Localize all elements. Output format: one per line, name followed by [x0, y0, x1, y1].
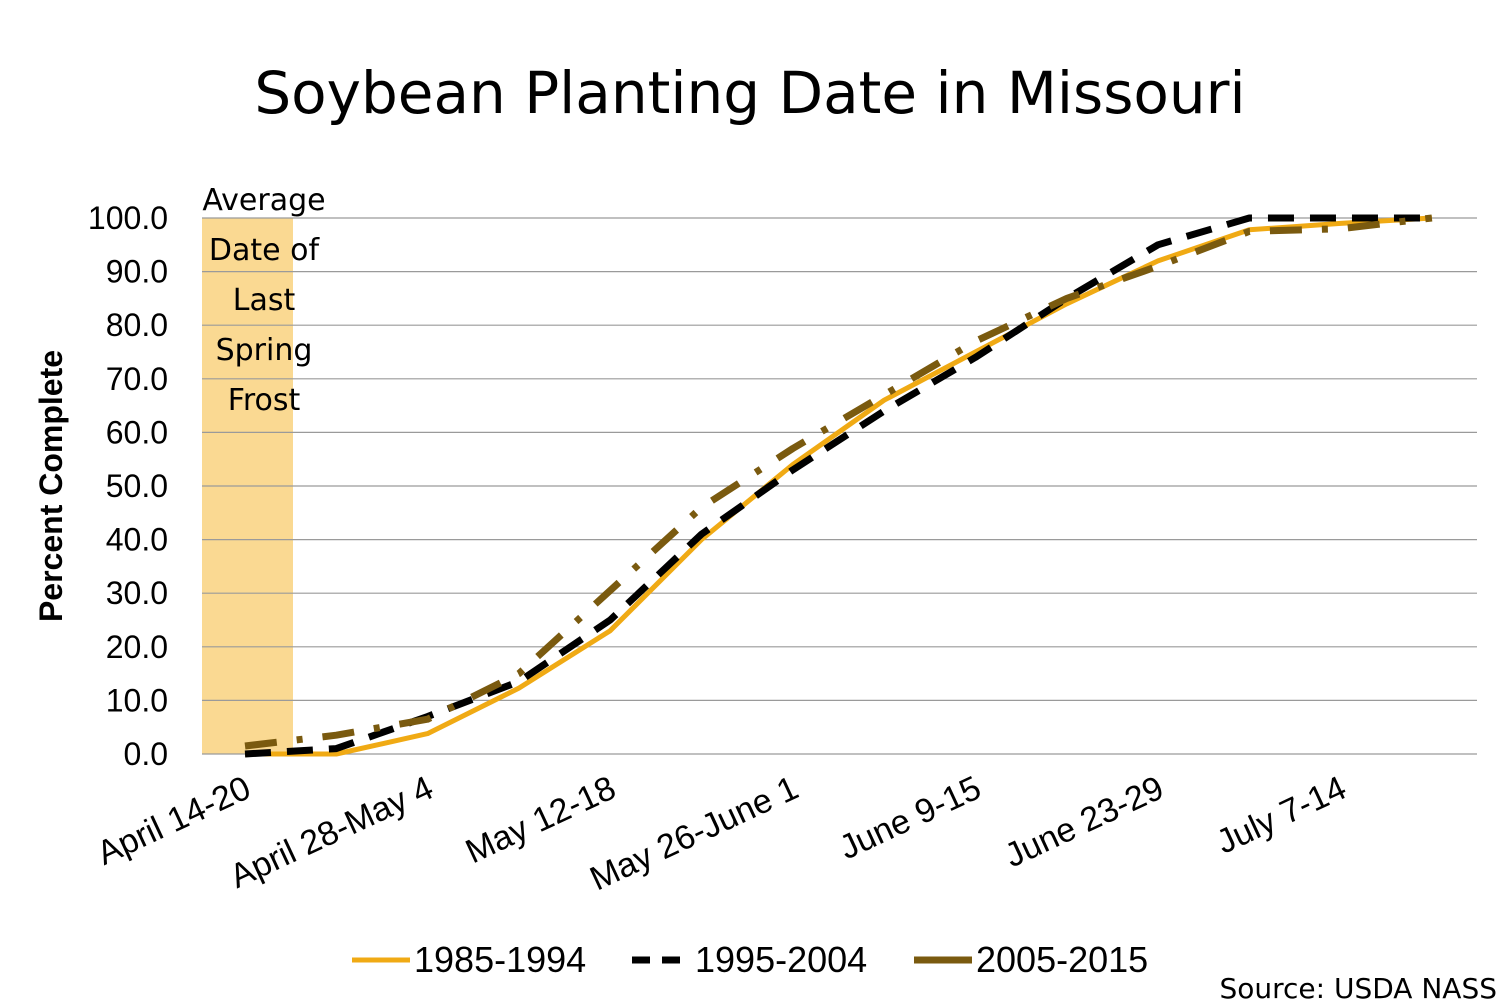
y-tick-label: 40.0	[106, 522, 168, 558]
data-point	[517, 680, 521, 684]
series-line-1985-1994	[245, 215, 1433, 757]
data-point	[1339, 221, 1343, 225]
data-point	[334, 733, 338, 737]
data-point	[426, 717, 430, 721]
data-point	[1247, 216, 1251, 220]
y-tick-label: 80.0	[106, 307, 168, 343]
data-point	[608, 629, 612, 633]
frost-annotation-line: Average	[202, 183, 325, 218]
source-note: Source: USDA NASS	[1219, 972, 1497, 1000]
data-point	[334, 747, 338, 751]
frost-annotation: Average Date of Last Spring Frost	[202, 183, 325, 418]
data-point	[1156, 264, 1160, 268]
data-point	[334, 752, 338, 756]
data-point	[791, 446, 795, 450]
legend-label: 1995-2004	[695, 939, 867, 980]
y-tick-label: 10.0	[106, 682, 168, 718]
data-point	[243, 744, 247, 748]
chart-title: Soybean Planting Date in Missouri	[254, 59, 1245, 127]
data-point	[426, 732, 430, 736]
series-lines	[243, 214, 1434, 758]
data-point	[517, 672, 521, 676]
data-point	[1247, 229, 1251, 233]
y-tick-label: 60.0	[106, 414, 168, 450]
frost-annotation-line: Date of	[209, 233, 321, 268]
y-tick-label: 90.0	[106, 254, 168, 290]
data-point	[517, 686, 521, 690]
y-tick-label: 50.0	[106, 468, 168, 504]
data-point	[1065, 296, 1069, 300]
frost-annotation-line: Spring	[216, 333, 313, 368]
data-point	[973, 339, 977, 343]
frost-annotation-line: Last	[233, 283, 296, 318]
data-point	[700, 532, 704, 536]
y-tick-label: 30.0	[106, 575, 168, 611]
data-point	[608, 589, 612, 593]
legend-label: 2005-2015	[976, 939, 1148, 980]
data-point	[1156, 259, 1160, 263]
data-point	[608, 618, 612, 622]
data-point	[791, 468, 795, 472]
data-point	[973, 355, 977, 359]
y-axis-ticks: 0.0 10.0 20.0 30.0 40.0 50.0 60.0 70.0 80.0 90.0 1…	[88, 200, 168, 772]
y-tick-label: 70.0	[106, 361, 168, 397]
data-point	[1156, 243, 1160, 247]
y-tick-label: 0.0	[124, 736, 168, 772]
data-point	[700, 505, 704, 509]
y-axis-label: Percent Complete	[33, 350, 69, 622]
data-point	[1339, 227, 1343, 231]
frost-annotation-line: Frost	[228, 383, 301, 418]
data-point	[1339, 216, 1343, 220]
data-point	[882, 398, 886, 402]
data-point	[243, 752, 247, 756]
legend: 1985-1994 1995-2004 2005-2015	[352, 939, 1148, 980]
data-point	[882, 393, 886, 397]
data-point	[1430, 216, 1434, 220]
y-tick-label: 20.0	[106, 629, 168, 665]
data-point	[882, 409, 886, 413]
series-line-1995-2004	[244, 214, 1432, 758]
y-tick-label: 100.0	[88, 200, 168, 236]
legend-label: 1985-1994	[414, 939, 586, 980]
